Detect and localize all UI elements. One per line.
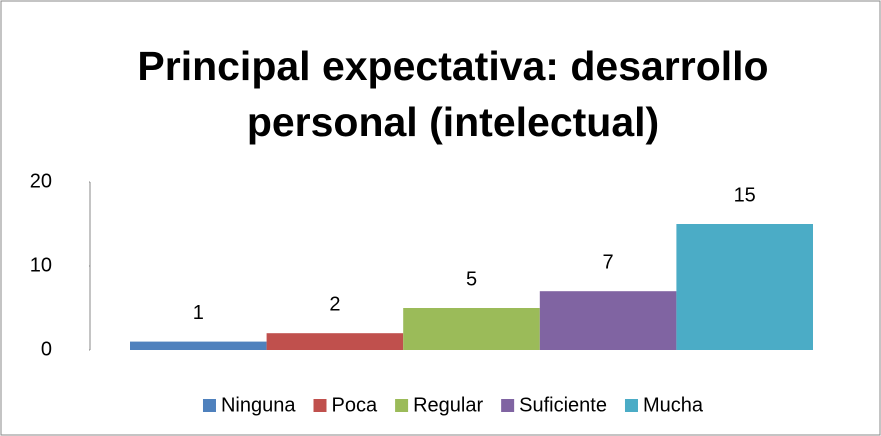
bar <box>403 308 540 350</box>
legend-swatch <box>202 399 216 412</box>
legend-label: Regular <box>413 394 483 416</box>
legend-label: Ninguna <box>221 394 296 416</box>
data-label: 5 <box>466 268 477 290</box>
legend-swatch <box>624 399 638 412</box>
y-tick-label: 10 <box>30 254 52 276</box>
data-label: 2 <box>329 293 340 315</box>
legend-swatch <box>313 399 327 412</box>
legend-label: Suficiente <box>519 394 607 416</box>
data-label: 7 <box>603 251 614 273</box>
bar <box>676 224 813 350</box>
legend-swatch <box>395 399 409 412</box>
legend-label: Poca <box>332 394 378 416</box>
chart-title: Principal expectativa: desarrollo person… <box>137 43 769 145</box>
bar <box>266 333 404 350</box>
y-tick-label: 20 <box>30 170 52 192</box>
y-tick-label: 0 <box>41 338 52 360</box>
legend-label: Mucha <box>643 394 704 416</box>
data-label: 15 <box>734 184 756 206</box>
legend-swatch <box>501 399 515 412</box>
bar <box>539 291 677 350</box>
bar <box>130 341 267 350</box>
data-label: 1 <box>193 302 204 324</box>
